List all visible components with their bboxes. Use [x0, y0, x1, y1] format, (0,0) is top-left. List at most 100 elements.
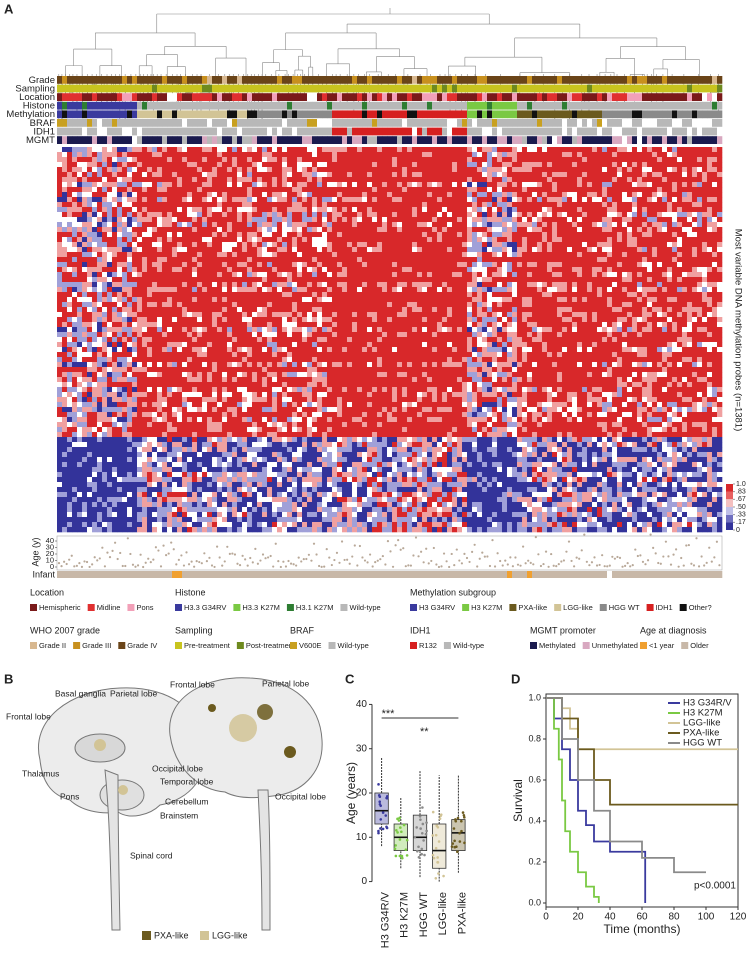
heatmap-cell: [717, 237, 722, 242]
heatmap-cell: [182, 277, 187, 282]
heatmap-cell: [227, 182, 232, 187]
heatmap-cell: [302, 197, 307, 202]
heatmap-cell: [127, 197, 132, 202]
heatmap-cell: [252, 147, 257, 152]
heatmap-cell: [167, 247, 172, 252]
heatmap-cell: [322, 262, 327, 267]
heatmap-cell: [652, 267, 657, 272]
track-cell: [627, 110, 632, 118]
heatmap-cell: [147, 207, 152, 212]
heatmap-cell: [262, 252, 267, 257]
heatmap-cell: [617, 197, 622, 202]
heatmap-cell: [612, 162, 617, 167]
track-cell: [487, 128, 492, 136]
heatmap-cell: [127, 222, 132, 227]
heatmap-cell: [232, 162, 237, 167]
heatmap-cell: [612, 157, 617, 162]
heatmap-cell: [377, 227, 382, 232]
track-cell: [452, 93, 457, 101]
heatmap-cell: [482, 167, 487, 172]
heatmap-cell: [492, 197, 497, 202]
track-cell: [287, 136, 292, 144]
heatmap-cell: [497, 217, 502, 222]
heatmap-cell: [182, 257, 187, 262]
heatmap-cell: [412, 247, 417, 252]
heatmap-cell: [212, 202, 217, 207]
track-cell: [572, 76, 577, 84]
track-cell: [132, 93, 137, 101]
track-cell: [277, 102, 282, 110]
heatmap-cell: [262, 197, 267, 202]
heatmap-cell: [177, 277, 182, 282]
heatmap-cell: [202, 257, 207, 262]
heatmap-cell: [297, 152, 302, 157]
heatmap-cell: [677, 252, 682, 257]
track-cell: [502, 136, 507, 144]
heatmap-cell: [277, 242, 282, 247]
heatmap-cell: [537, 167, 542, 172]
heatmap-cell: [607, 177, 612, 182]
heatmap-cell: [717, 177, 722, 182]
heatmap-cell: [107, 277, 112, 282]
heatmap-cell: [112, 147, 117, 152]
heatmap-cell: [672, 272, 677, 277]
heatmap-cell: [432, 242, 437, 247]
track-cell: [387, 93, 392, 101]
heatmap-cell: [112, 252, 117, 257]
heatmap-cell: [547, 202, 552, 207]
heatmap-cell: [152, 177, 157, 182]
heatmap-cell: [467, 232, 472, 237]
track-cell: [537, 85, 542, 93]
heatmap-cell: [537, 217, 542, 222]
heatmap-cell: [332, 147, 337, 152]
heatmap-cell: [462, 192, 467, 197]
heatmap-cell: [602, 247, 607, 252]
track-cell: [447, 76, 452, 84]
track-cell: [712, 102, 717, 110]
track-cell: [692, 93, 697, 101]
track-cell: [667, 76, 672, 84]
track-cell: [177, 102, 182, 110]
heatmap-cell: [672, 227, 677, 232]
heatmap-cell: [607, 187, 612, 192]
heatmap-cell: [297, 187, 302, 192]
heatmap-cell: [362, 197, 367, 202]
heatmap-cell: [552, 192, 557, 197]
heatmap-cell: [57, 152, 62, 157]
track-cell: [502, 102, 507, 110]
heatmap-cell: [247, 222, 252, 227]
heatmap-cell: [127, 237, 132, 242]
heatmap-cell: [122, 272, 127, 277]
heatmap-cell: [367, 252, 372, 257]
heatmap-cell: [407, 202, 412, 207]
heatmap-cell: [607, 212, 612, 217]
heatmap-cell: [192, 157, 197, 162]
heatmap-cell: [67, 252, 72, 257]
heatmap-cell: [652, 252, 657, 257]
heatmap-cell: [337, 197, 342, 202]
track-cell: [537, 110, 542, 118]
heatmap-cell: [467, 227, 472, 232]
heatmap-cell: [617, 247, 622, 252]
track-cell: [607, 76, 612, 84]
track-cell: [617, 136, 622, 144]
track-cell: [582, 119, 587, 127]
heatmap-cell: [172, 177, 177, 182]
track-cell: [102, 136, 107, 144]
track-cell: [217, 102, 222, 110]
track-cell: [227, 119, 232, 127]
heatmap-cell: [542, 172, 547, 177]
heatmap-cell: [97, 167, 102, 172]
track-cell: [277, 136, 282, 144]
track-cell: [697, 119, 702, 127]
track-cell: [327, 119, 332, 127]
heatmap-cell: [227, 242, 232, 247]
heatmap-cell: [407, 147, 412, 152]
heatmap-cell: [237, 262, 242, 267]
heatmap-cell: [592, 257, 597, 262]
heatmap-cell: [242, 242, 247, 247]
heatmap-cell: [272, 217, 277, 222]
heatmap-cell: [462, 197, 467, 202]
heatmap-cell: [232, 272, 237, 277]
heatmap-cell: [347, 157, 352, 162]
